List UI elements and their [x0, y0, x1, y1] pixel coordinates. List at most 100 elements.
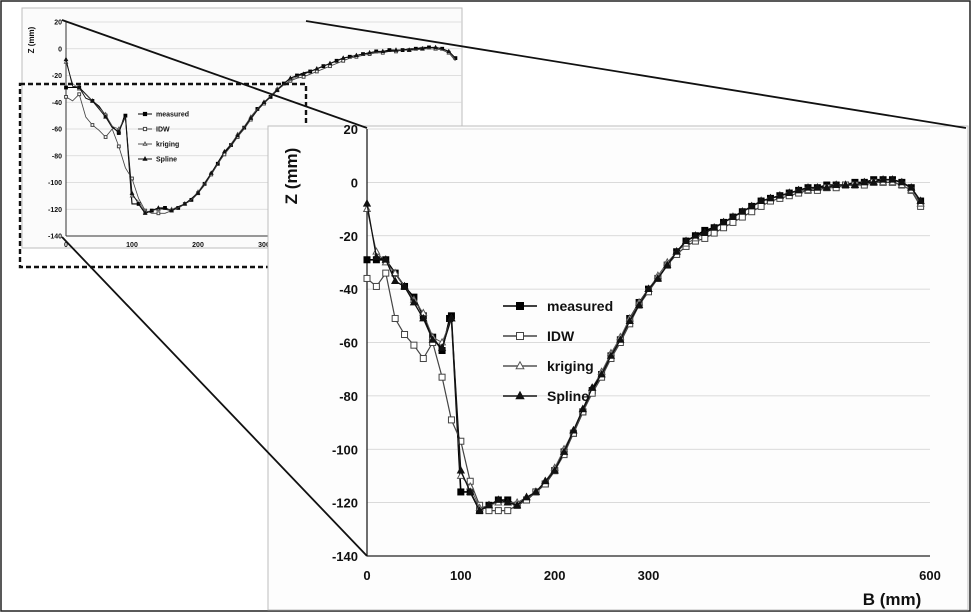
zoomed-point-Spline — [700, 228, 709, 236]
overview-point-Spline — [367, 50, 372, 55]
zoomed-point-IDW — [738, 213, 746, 221]
zoomed-point-IDW — [447, 416, 455, 424]
zoomed-point-Spline — [897, 177, 906, 186]
zoomed-point-Spline — [456, 465, 465, 474]
zoomed-legend-label: IDW — [547, 328, 575, 344]
overview-point-Spline — [235, 132, 240, 138]
zoomed-point-Spline — [672, 247, 681, 255]
zoom-connector-line — [61, 236, 368, 557]
zoomed-point-IDW — [757, 202, 765, 210]
zoomed-point-measured — [363, 256, 371, 264]
overview-legend-label: Spline — [156, 157, 177, 164]
overview-point-IDW — [314, 69, 319, 74]
zoomed-legend-marker — [516, 332, 524, 340]
zoomed-point-Spline — [362, 199, 372, 207]
zoomed-point-Spline — [578, 404, 587, 413]
zoomed-point-Spline — [822, 183, 831, 191]
overview-y-tick-label: -100 — [48, 180, 62, 187]
zoomed-point-Spline — [719, 217, 728, 226]
overview-point-Spline — [248, 115, 254, 120]
zoomed-point-Spline — [391, 276, 400, 285]
zoomed-point-Spline — [756, 196, 766, 204]
overview-point-Spline — [314, 66, 320, 71]
overview-point-Spline — [406, 47, 412, 52]
zoomed-point-Spline — [597, 369, 606, 378]
zoomed-point-Spline — [860, 177, 869, 186]
zoomed-y-tick-label: -100 — [332, 442, 358, 457]
zoomed-y-tick-label: -20 — [339, 229, 358, 244]
overview-point-Spline — [169, 207, 174, 213]
zoomed-point-Spline — [419, 313, 428, 322]
zoomed-point-IDW — [485, 507, 493, 515]
zoomed-point-IDW — [363, 274, 371, 282]
zoomed-point-Spline — [710, 223, 719, 231]
overview-y-tick-label: 0 — [58, 46, 62, 53]
zoomed-point-Spline — [447, 313, 456, 322]
overview-legend-marker — [142, 126, 148, 132]
overview-point-Spline — [222, 149, 227, 154]
overview-point-Spline — [208, 170, 214, 175]
zoomed-point-Spline — [907, 183, 916, 191]
zoomed-point-Spline — [813, 183, 822, 191]
overview-y-tick-label: -60 — [52, 127, 62, 134]
zoomed-point-Spline — [588, 383, 597, 391]
overview-legend-label: IDW — [156, 127, 170, 134]
zoomed-point-Spline — [916, 196, 925, 204]
overview-point-Spline — [90, 98, 95, 103]
zoomed-point-IDW — [382, 269, 390, 277]
overview-point-IDW — [90, 123, 95, 127]
overview-y-tick-label: -80 — [52, 153, 62, 160]
zoomed-point-IDW — [748, 208, 756, 216]
zoomed-point-IDW — [372, 282, 380, 290]
zoomed-point-measured — [457, 488, 465, 496]
zoomed-point-IDW — [438, 373, 446, 381]
overview-point-Spline — [354, 52, 359, 58]
overview-point-IDW — [64, 95, 68, 99]
overview-point-Spline — [301, 71, 306, 76]
zoomed-point-Spline — [372, 252, 381, 260]
zoomed-y-tick-label: -80 — [339, 389, 358, 404]
zoomed-y-tick-label: -60 — [339, 336, 358, 351]
zoomed-point-Spline — [775, 191, 785, 199]
zoomed-x-tick-label: 600 — [919, 568, 941, 583]
overview-legend-marker — [142, 111, 148, 117]
zoomed-point-Spline — [738, 207, 747, 215]
zoomed-point-Spline — [644, 284, 653, 293]
overview-point-Spline — [103, 114, 108, 119]
overview-x-tick-label: 200 — [192, 242, 204, 249]
zoomed-point-Spline — [785, 188, 794, 196]
overview-point-Spline — [129, 190, 135, 195]
overview-x-tick-label: 300 — [258, 242, 270, 249]
zoomed-y-tick-label: -40 — [339, 282, 358, 297]
zoomed-point-Spline — [766, 193, 775, 202]
overview-point-Spline — [340, 55, 346, 60]
overview-point-IDW — [328, 64, 332, 69]
overview-legend-label: measured — [156, 112, 189, 119]
zoom-connector-line — [305, 20, 967, 129]
zoomed-point-Spline — [616, 335, 625, 343]
overview-point-Spline — [433, 44, 438, 50]
zoomed-point-IDW — [504, 507, 512, 515]
overview-legend-marker — [142, 141, 148, 146]
overview-point-IDW — [103, 135, 108, 139]
zoomed-point-Spline — [691, 231, 700, 239]
zoomed-point-Spline — [803, 183, 813, 191]
overview-point-Spline — [63, 56, 69, 62]
zoomed-point-kriging — [391, 268, 400, 277]
overview-point-Spline — [446, 48, 452, 54]
zoomed-point-Spline — [869, 177, 878, 186]
zoomed-point-IDW — [391, 314, 399, 322]
zoomed-point-IDW — [720, 224, 728, 232]
zoomed-point-Spline — [494, 495, 503, 503]
zoomed-point-Spline — [878, 175, 888, 183]
overview-y-tick-label: -140 — [48, 234, 62, 241]
zoomed-y-tick-label: 20 — [344, 122, 358, 137]
overview-point-Spline — [380, 48, 386, 54]
zoomed-point-Spline — [794, 185, 803, 194]
overview-y-tick-label: -40 — [52, 100, 62, 107]
zoomed-point-Spline — [437, 343, 447, 351]
overview-point-Spline — [195, 190, 201, 195]
